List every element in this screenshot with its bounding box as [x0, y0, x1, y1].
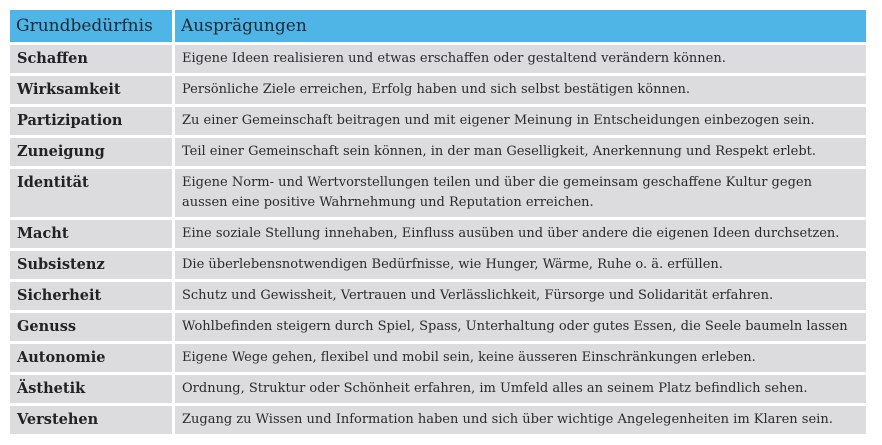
need-cell: Zuneigung: [10, 138, 172, 166]
need-cell: Ästhetik: [10, 375, 172, 403]
table-row: Autonomie Eigene Wege gehen, flexibel und…: [10, 344, 866, 372]
table-row: Identität Eigene Norm- und Wertvorstellun…: [10, 169, 866, 217]
description-cell: Eigene Wege gehen, flexibel und mobil se…: [175, 344, 866, 372]
need-cell: Verstehen: [10, 406, 172, 434]
description-cell: Persönliche Ziele erreichen, Erfolg habe…: [175, 76, 866, 104]
need-cell: Macht: [10, 220, 172, 248]
needs-table: Grundbedürfnis Ausprägungen Schaffen Eige…: [7, 7, 869, 437]
header-description: Ausprägungen: [175, 10, 866, 42]
description-cell: Wohlbefinden steigern durch Spiel, Spass…: [175, 313, 866, 341]
header-need: Grundbedürfnis: [10, 10, 172, 42]
description-cell: Zugang zu Wissen und Information haben u…: [175, 406, 866, 434]
header-row: Grundbedürfnis Ausprägungen: [10, 10, 866, 42]
table-row: Zuneigung Teil einer Gemeinschaft sein kö…: [10, 138, 866, 166]
description-cell: Schutz und Gewissheit, Vertrauen und Ver…: [175, 282, 866, 310]
need-cell: Partizipation: [10, 107, 172, 135]
description-cell: Die überlebensnotwendigen Bedürfnisse, w…: [175, 251, 866, 279]
need-cell: Genuss: [10, 313, 172, 341]
description-cell: Teil einer Gemeinschaft sein können, in …: [175, 138, 866, 166]
need-cell: Wirksamkeit: [10, 76, 172, 104]
description-cell: Zu einer Gemeinschaft beitragen und mit …: [175, 107, 866, 135]
table-row: Schaffen Eigene Ideen realisieren und etw…: [10, 45, 866, 73]
description-cell: Ordnung, Struktur oder Schönheit erfahre…: [175, 375, 866, 403]
need-cell: Autonomie: [10, 344, 172, 372]
description-cell: Eigene Norm- und Wertvorstellungen teile…: [175, 169, 866, 217]
table-row: Partizipation Zu einer Gemeinschaft beitr…: [10, 107, 866, 135]
table-row: Verstehen Zugang zu Wissen und Informatio…: [10, 406, 866, 434]
description-cell: Eine soziale Stellung innehaben, Einflus…: [175, 220, 866, 248]
table-row: Macht Eine soziale Stellung innehaben, Ei…: [10, 220, 866, 248]
table-row: Genuss Wohlbefinden steigern durch Spiel,…: [10, 313, 866, 341]
table-row: Sicherheit Schutz und Gewissheit, Vertrau…: [10, 282, 866, 310]
table-row: Wirksamkeit Persönliche Ziele erreichen, …: [10, 76, 866, 104]
need-cell: Sicherheit: [10, 282, 172, 310]
need-cell: Subsistenz: [10, 251, 172, 279]
need-cell: Schaffen: [10, 45, 172, 73]
need-cell: Identität: [10, 169, 172, 217]
table-row: Ästhetik Ordnung, Struktur oder Schönheit…: [10, 375, 866, 403]
table-row: Subsistenz Die überlebensnotwendigen Bedü…: [10, 251, 866, 279]
description-cell: Eigene Ideen realisieren und etwas ersch…: [175, 45, 866, 73]
